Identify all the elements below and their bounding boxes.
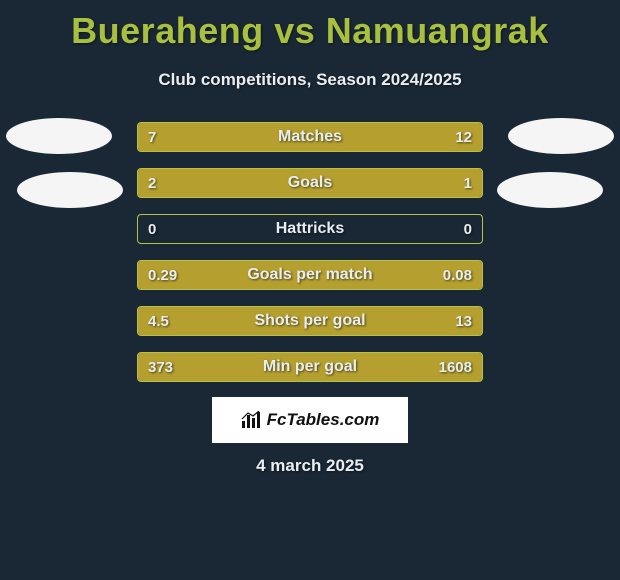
stat-row-goals: 2 1 Goals — [137, 168, 483, 198]
stat-label: Min per goal — [138, 353, 482, 381]
stat-row-hattricks: 0 0 Hattricks — [137, 214, 483, 244]
stat-label: Goals per match — [138, 261, 482, 289]
player-left-avatar-1 — [6, 118, 112, 154]
page-title: Bueraheng vs Namuangrak — [0, 0, 620, 52]
player-left-avatar-2 — [17, 172, 123, 208]
stat-row-goals-per-match: 0.29 0.08 Goals per match — [137, 260, 483, 290]
stat-label: Matches — [138, 123, 482, 151]
stat-label: Goals — [138, 169, 482, 197]
stats-container: 7 12 Matches 2 1 Goals 0 0 Hattricks 0.2… — [137, 122, 483, 398]
stat-row-min-per-goal: 373 1608 Min per goal — [137, 352, 483, 382]
logo-box[interactable]: FcTables.com — [212, 397, 408, 443]
stat-row-shots-per-goal: 4.5 13 Shots per goal — [137, 306, 483, 336]
player-right-avatar-2 — [497, 172, 603, 208]
bar-chart-icon — [241, 411, 261, 429]
date-label: 4 march 2025 — [0, 456, 620, 476]
stat-row-matches: 7 12 Matches — [137, 122, 483, 152]
logo-text: FcTables.com — [267, 410, 380, 430]
player-right-avatar-1 — [508, 118, 614, 154]
stat-label: Hattricks — [138, 215, 482, 243]
stat-label: Shots per goal — [138, 307, 482, 335]
subtitle: Club competitions, Season 2024/2025 — [0, 70, 620, 90]
